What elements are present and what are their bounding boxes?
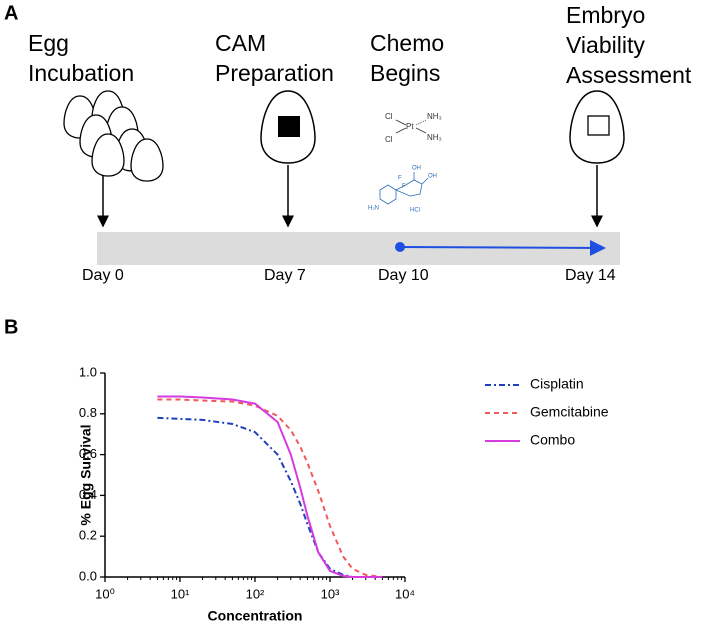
egg	[130, 138, 164, 182]
series-line	[157, 416, 383, 578]
x-tick-label: 10¹	[171, 586, 190, 601]
x-tick-label: 10³	[321, 586, 340, 601]
stage-label: Incubation	[28, 60, 134, 86]
stage-label: CAM	[215, 30, 266, 56]
atom-label: NH₃	[427, 112, 442, 121]
gemcitabine-structure	[379, 172, 429, 205]
stage-label: Chemo	[370, 30, 444, 56]
stage-label: Preparation	[215, 60, 334, 86]
cisplatin-structure	[395, 119, 427, 134]
y-tick-label: 0.4	[79, 487, 97, 502]
stage-label: Egg	[28, 30, 69, 56]
chemo-arrow	[399, 239, 606, 256]
y-axis-label: % Egg Survival	[78, 424, 94, 525]
day-label: Day 0	[82, 267, 124, 284]
y-tick-label: 1.0	[79, 364, 97, 379]
cam-window	[278, 116, 300, 137]
egg	[91, 133, 125, 177]
x-tick-label: 10⁴	[395, 586, 415, 601]
y-tick-label: 0.6	[79, 446, 97, 461]
day-label: Day 10	[378, 267, 429, 284]
y-tick-label: 0.2	[79, 528, 97, 543]
day-label: Day 14	[565, 267, 616, 284]
stage-label: Begins	[370, 60, 440, 86]
atom-label: NH₃	[427, 133, 442, 142]
legend-label: Combo	[530, 432, 575, 448]
x-tick-label: 10²	[246, 586, 265, 601]
legend-label: Gemcitabine	[530, 404, 609, 420]
atom-label: OH	[412, 166, 421, 172]
panel-label: B	[4, 316, 18, 338]
y-tick-label: 0.8	[79, 405, 97, 420]
panel-label: A	[4, 2, 18, 24]
day-label: Day 7	[264, 267, 306, 284]
legend-label: Cisplatin	[530, 376, 584, 392]
stage-label: Viability	[566, 32, 645, 58]
stage-label: Embryo	[566, 2, 645, 28]
y-tick-label: 0.0	[79, 568, 97, 583]
atom-label: H₂N	[368, 206, 379, 212]
series-line	[157, 395, 383, 578]
series-line	[157, 398, 383, 578]
cam-window	[587, 115, 610, 136]
atom-label: F	[402, 184, 406, 190]
atom-label: OH	[428, 174, 437, 180]
atom-label: Pt	[406, 122, 414, 131]
egg	[569, 90, 625, 164]
atom-label: Cl	[385, 112, 393, 121]
atom-label: HCl	[410, 208, 420, 214]
atom-label: F	[398, 176, 402, 182]
atom-label: Cl	[385, 135, 393, 144]
x-axis-label: Concentration	[208, 608, 303, 624]
stage-label: Assessment	[566, 62, 692, 88]
x-tick-label: 10⁰	[95, 586, 115, 601]
